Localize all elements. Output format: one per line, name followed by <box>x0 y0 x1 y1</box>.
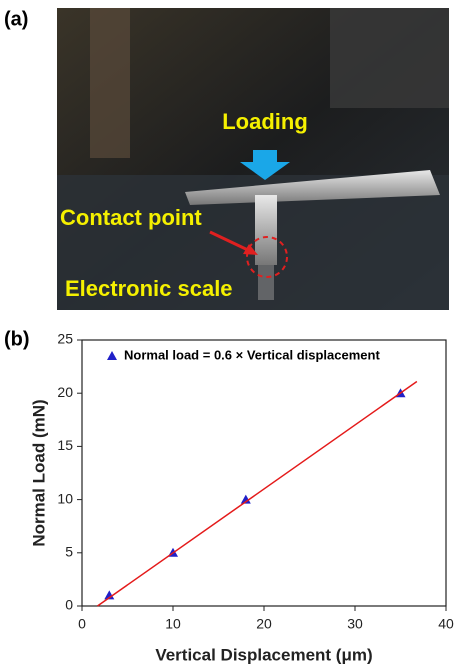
x-tick-label: 0 <box>78 616 86 632</box>
x-tick-label: 40 <box>438 616 454 632</box>
photo <box>57 8 449 310</box>
y-tick-label: 10 <box>57 490 73 506</box>
y-tick-label: 20 <box>57 384 73 400</box>
x-tick-label: 20 <box>256 616 272 632</box>
y-tick-label: 0 <box>65 597 73 613</box>
x-axis-title: Vertical Displacement (μm) <box>155 645 372 664</box>
x-tick-label: 30 <box>347 616 363 632</box>
figure: (a) Loading Contact point Electronic sca… <box>0 0 457 669</box>
panel-label: (a) <box>4 8 28 30</box>
y-tick-label: 5 <box>65 544 73 560</box>
photo-annotation: Contact point <box>60 205 202 230</box>
y-axis-title: Normal Load (mN) <box>29 399 48 546</box>
fit-line <box>97 381 416 606</box>
photo-annotation: Electronic scale <box>65 276 233 301</box>
photo-annotation: Loading <box>222 109 308 134</box>
x-tick-label: 10 <box>165 616 181 632</box>
legend-marker <box>107 351 117 360</box>
panel-label: (b) <box>4 328 30 350</box>
y-tick-label: 25 <box>57 331 73 347</box>
legend-label: Normal load = 0.6 × Vertical displacemen… <box>124 347 380 362</box>
y-tick-label: 15 <box>57 437 73 453</box>
plot-frame <box>82 340 446 606</box>
